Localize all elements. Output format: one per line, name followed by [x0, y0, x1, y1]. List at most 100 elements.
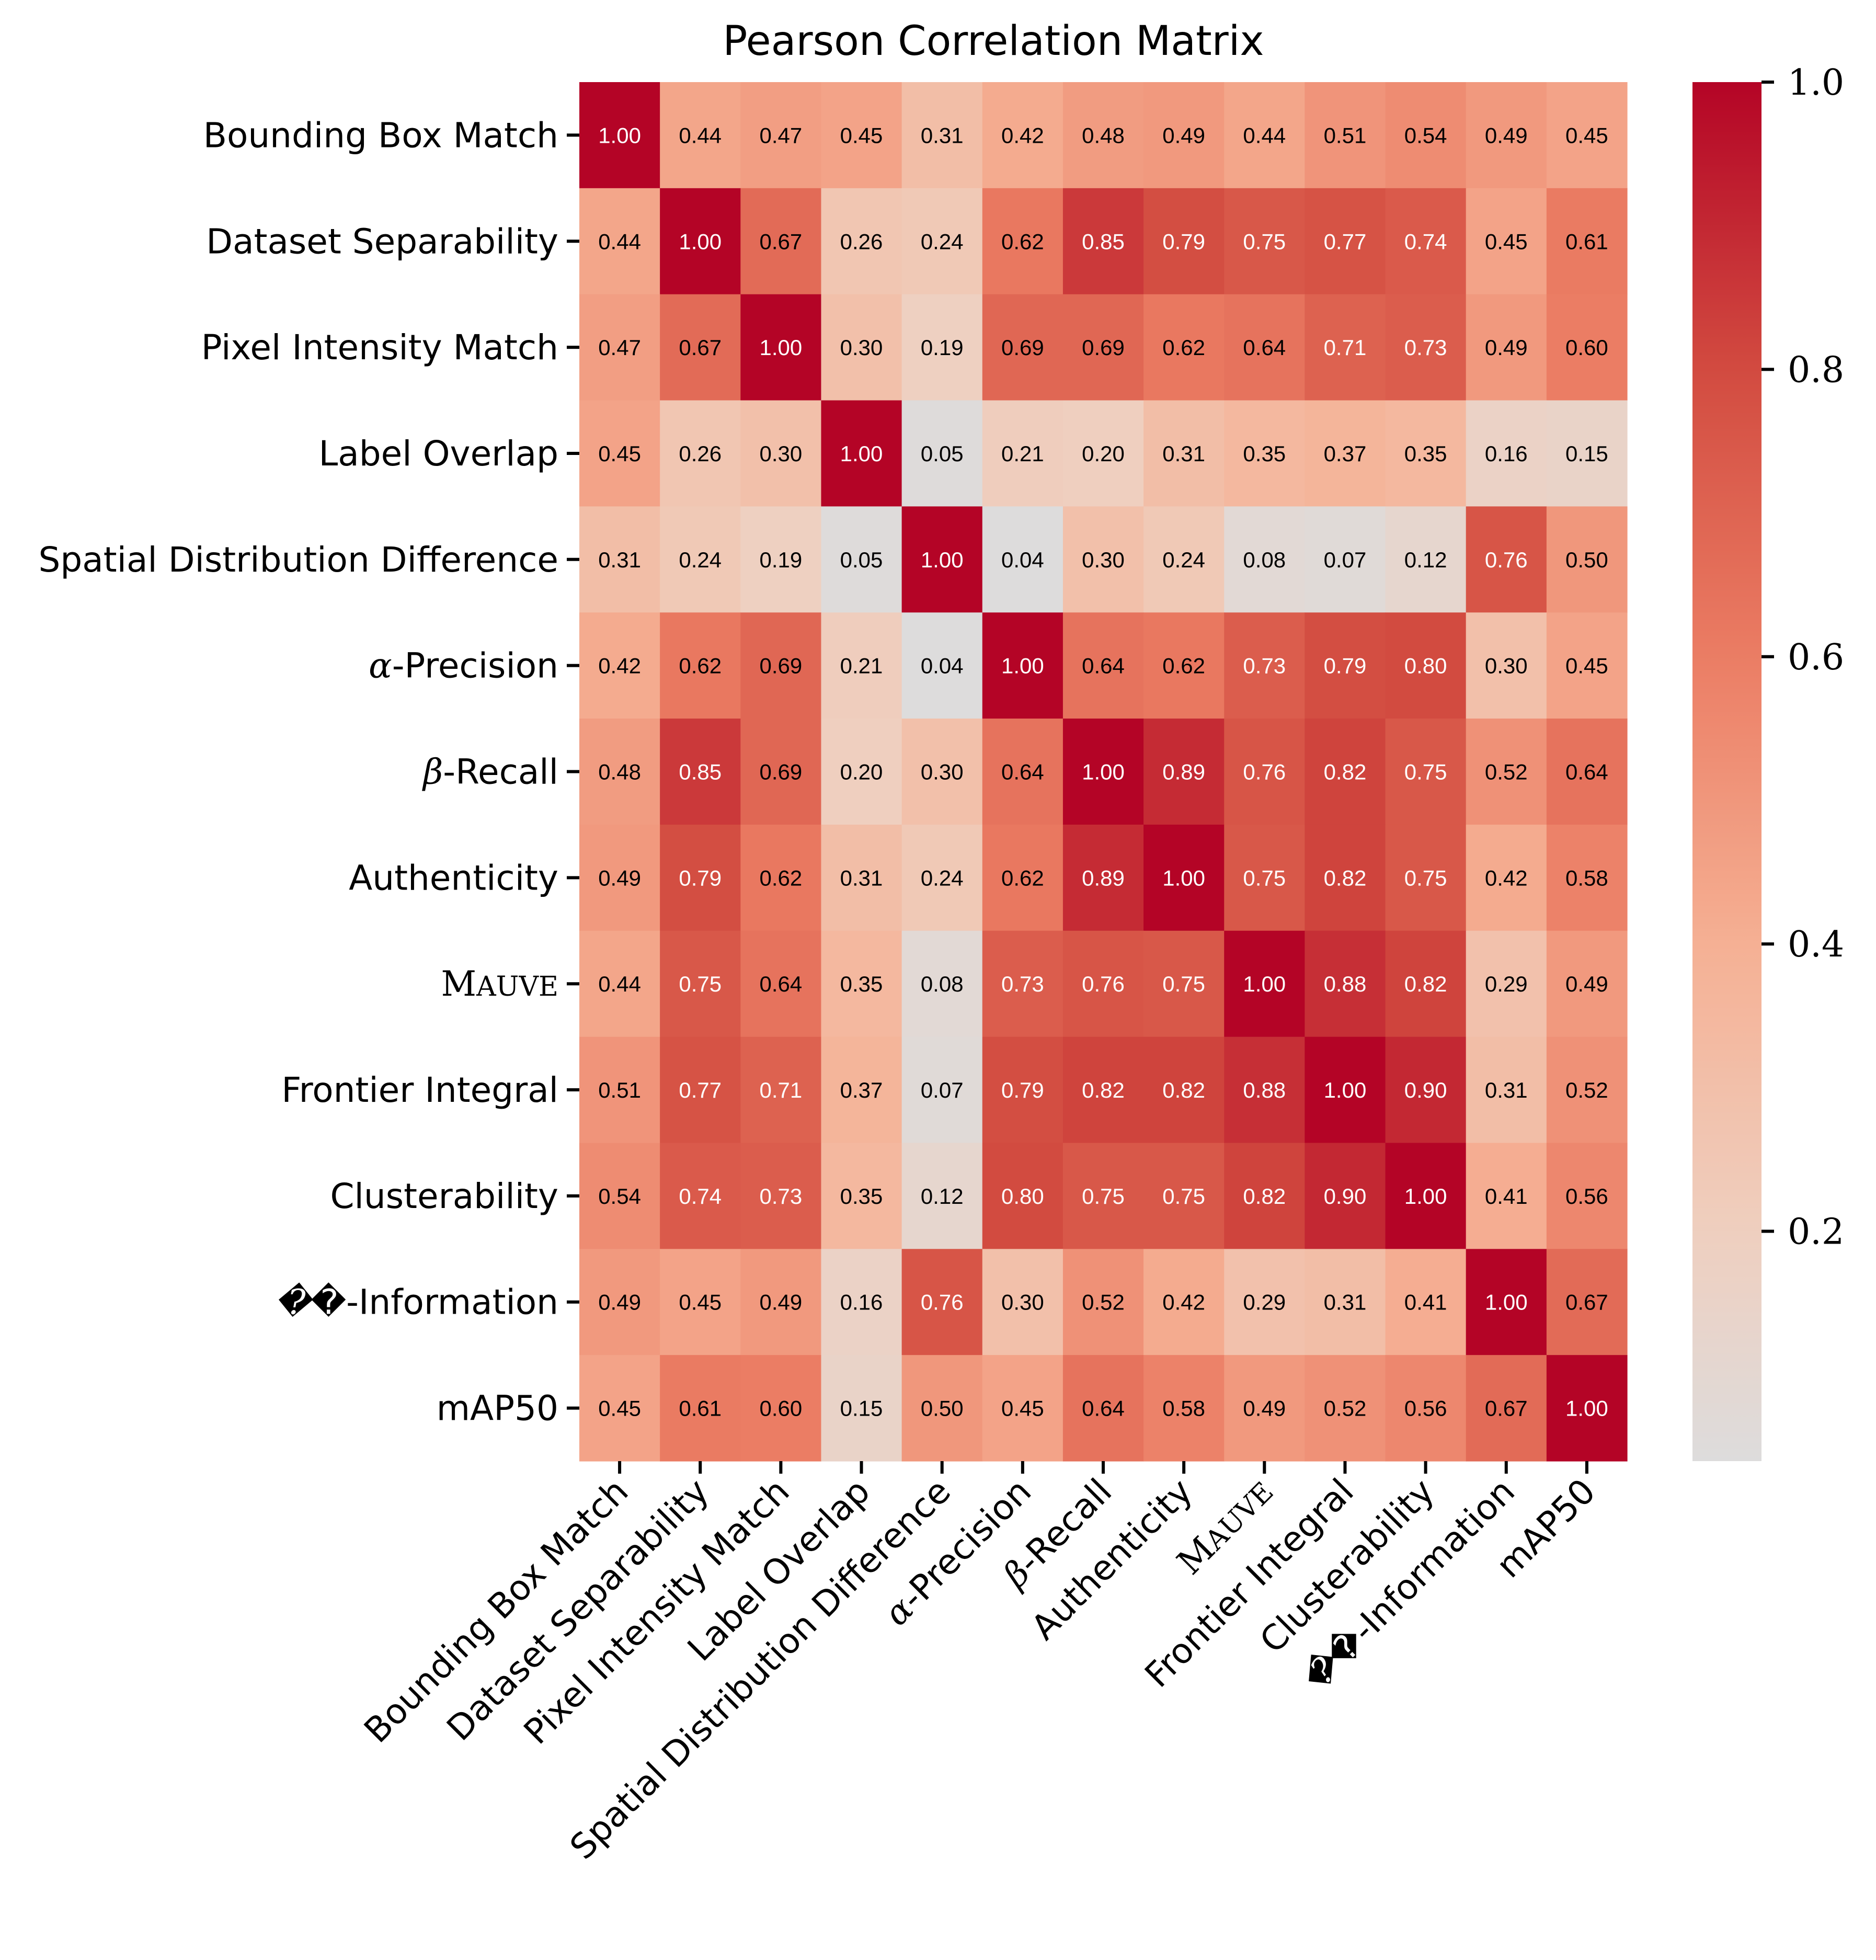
heatmap-cell — [660, 1036, 741, 1144]
heatmap-cell — [821, 1143, 902, 1249]
heatmap-cell — [579, 1355, 660, 1462]
cell-value-label: 1.00 — [1404, 1184, 1447, 1209]
heatmap-cell — [821, 930, 902, 1038]
cell-value-label: 0.49 — [760, 1290, 803, 1315]
cell-value-label: 0.49 — [598, 865, 641, 890]
heatmap-cell — [1385, 400, 1467, 507]
heatmap-cell — [901, 824, 983, 931]
heatmap-cell — [901, 930, 983, 1038]
cell-value-label: 0.60 — [760, 1396, 803, 1421]
cell-value-label: 0.62 — [1001, 865, 1044, 890]
cell-value-label: 0.69 — [760, 760, 803, 784]
y-tick-label: Pixel Intensity Match — [201, 327, 558, 368]
heatmap-cell — [1224, 1036, 1305, 1144]
heatmap-cell — [1224, 294, 1305, 401]
heatmap-cell — [901, 188, 983, 295]
heatmap-cell — [1466, 824, 1547, 931]
cell-value-label: 0.45 — [1565, 654, 1608, 678]
cell-value-label: 0.41 — [1404, 1290, 1447, 1315]
colorbar-tick-label: 0.4 — [1788, 924, 1844, 965]
cell-value-label: 0.75 — [1243, 229, 1286, 254]
cell-value-label: 0.35 — [840, 972, 883, 996]
heatmap-cell — [1546, 719, 1628, 825]
cell-value-label: 0.58 — [1162, 1396, 1205, 1421]
cell-value-label: 0.50 — [921, 1396, 964, 1421]
cell-value-label: 0.82 — [1162, 1078, 1205, 1102]
cell-value-label: 0.79 — [679, 865, 722, 890]
heatmap-cell — [982, 824, 1063, 931]
cell-value-label: 0.80 — [1404, 654, 1447, 678]
label-capital: M — [441, 964, 477, 1004]
heatmap-cell — [1466, 1355, 1547, 1462]
heatmap-cell — [821, 506, 902, 613]
cell-value-label: 0.61 — [1565, 229, 1608, 254]
heatmap-cell — [821, 188, 902, 295]
y-tick-label: Clusterability — [330, 1176, 558, 1216]
heatmap-cell — [1143, 294, 1225, 401]
y-axis: Bounding Box Match Dataset Separability Pi… — [39, 115, 579, 1429]
heatmap-cell — [1143, 1249, 1225, 1355]
cell-value-label: 0.69 — [1001, 335, 1044, 360]
cell-value-label: 0.12 — [921, 1184, 964, 1209]
cell-value-label: 0.79 — [1324, 654, 1367, 678]
cell-value-label: 0.31 — [1162, 441, 1205, 466]
cell-value-label: 0.26 — [679, 441, 722, 466]
heatmap-cell — [579, 506, 660, 613]
cell-value-label: 0.69 — [760, 654, 803, 678]
cell-value-label: 0.79 — [1162, 229, 1205, 254]
cell-value-label: 0.76 — [1243, 760, 1286, 784]
heatmap-cell — [740, 1249, 822, 1355]
cell-value-label: 0.45 — [840, 123, 883, 147]
cell-value-label: 1.00 — [760, 335, 803, 360]
heatmap-cell — [1466, 612, 1547, 719]
heatmap-cell — [901, 400, 983, 507]
heatmap-cell — [740, 719, 822, 825]
cell-value-label: 0.20 — [840, 760, 883, 784]
heatmap-cell — [1305, 824, 1386, 931]
cell-value-label: 1.00 — [598, 123, 641, 147]
colorbar-tick-label: 0.2 — [1788, 1212, 1844, 1253]
cell-value-label: 0.48 — [598, 760, 641, 784]
cell-value-label: 0.64 — [1243, 335, 1286, 360]
heatmap-cell — [660, 294, 741, 401]
cell-value-label: 0.30 — [1485, 654, 1528, 678]
heatmap-cell — [1305, 400, 1386, 507]
heatmap-cell — [901, 1355, 983, 1462]
cell-value-label: 0.47 — [760, 123, 803, 147]
colorbar-tick-label: 0.6 — [1788, 637, 1844, 678]
cell-value-label: 0.88 — [1243, 1078, 1286, 1102]
heatmap-cell — [821, 1036, 902, 1144]
cell-value-label: 0.67 — [679, 335, 722, 360]
cell-value-label: 0.77 — [679, 1078, 722, 1102]
heatmap-cell — [579, 612, 660, 719]
heatmap-cell — [982, 612, 1063, 719]
heatmap-cell — [1385, 612, 1467, 719]
cell-value-label: 0.64 — [1082, 1396, 1125, 1421]
cell-value-label: 0.41 — [1485, 1184, 1528, 1209]
cell-value-label: 0.20 — [1082, 441, 1125, 466]
cell-value-label: 0.62 — [1162, 335, 1205, 360]
cell-value-label: 0.31 — [598, 548, 641, 572]
heatmap-cell — [1224, 1355, 1305, 1462]
heatmap-cell — [1062, 930, 1144, 1038]
heatmap-cell — [579, 1249, 660, 1355]
cell-value-label: 0.76 — [1485, 548, 1528, 572]
heatmap-cell — [1305, 188, 1386, 295]
cell-value-label: 1.00 — [1001, 654, 1044, 678]
cell-value-label: 0.56 — [1404, 1396, 1447, 1421]
heatmap-cell — [982, 294, 1063, 401]
heatmap-cell — [1224, 506, 1305, 613]
label-math-symbol: β — [421, 752, 443, 792]
heatmap-cell — [901, 506, 983, 613]
cell-value-label: 0.82 — [1324, 865, 1367, 890]
heatmap-cell — [821, 294, 902, 401]
cell-value-label: 0.24 — [679, 548, 722, 572]
cell-value-label: 0.45 — [598, 441, 641, 466]
heatmap-cell — [1546, 1036, 1628, 1144]
heatmap-cell — [1305, 1249, 1386, 1355]
heatmap-cells — [579, 82, 1628, 1462]
chart-title: Pearson Correlation Matrix — [723, 18, 1264, 65]
heatmap-cell — [1062, 506, 1144, 613]
cell-value-label: 1.00 — [1485, 1290, 1528, 1315]
cell-value-label: 0.64 — [1001, 760, 1044, 784]
